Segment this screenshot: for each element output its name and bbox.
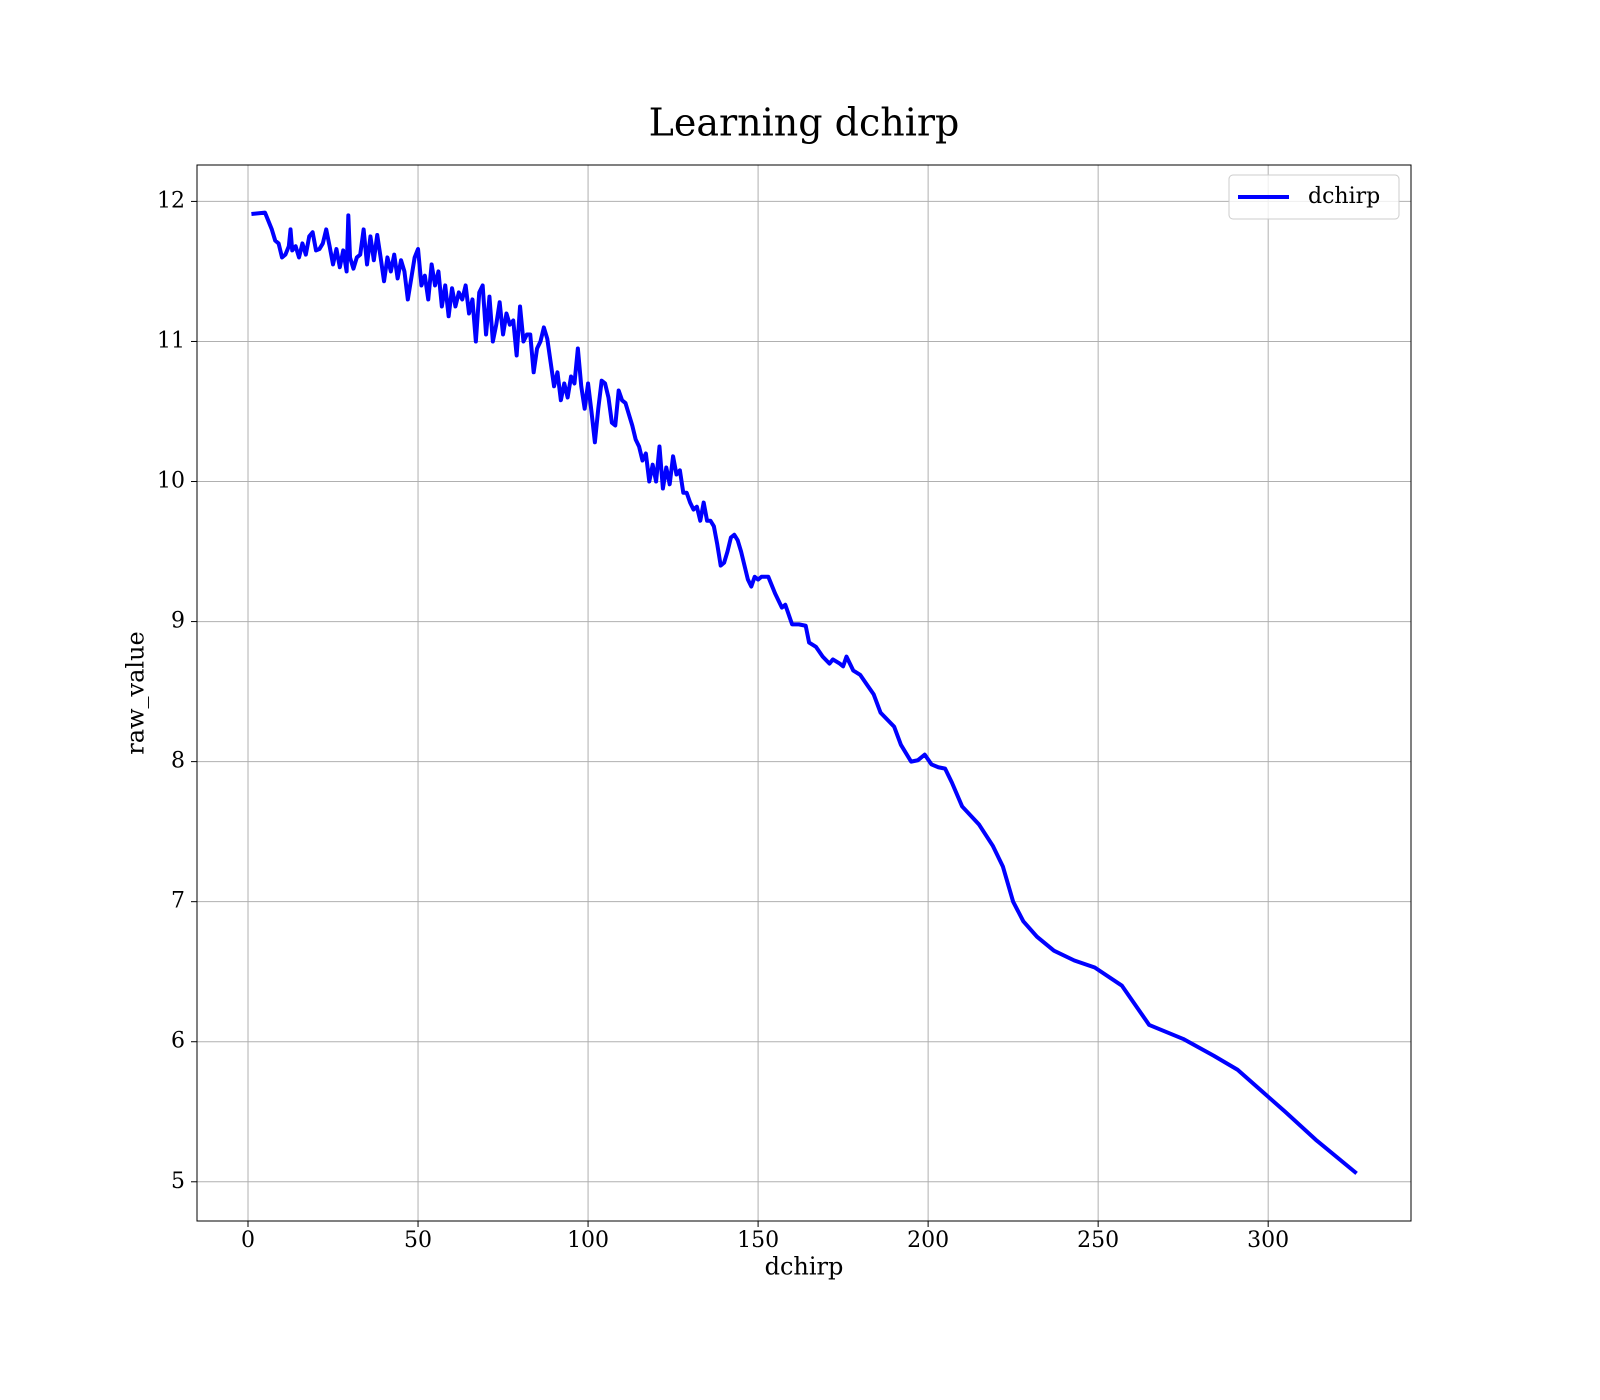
y-tick-label: 12	[157, 188, 185, 213]
y-tick-label: 8	[171, 749, 185, 774]
y-tick-label: 6	[171, 1029, 185, 1054]
y-tick-label: 11	[157, 328, 185, 353]
y-axis-label: raw_value	[122, 631, 150, 755]
x-tick-label: 150	[737, 1228, 779, 1253]
x-tick-label: 50	[404, 1228, 432, 1253]
legend-label: dchirp	[1308, 184, 1380, 209]
y-tick-label: 7	[171, 889, 185, 914]
x-tick-label: 300	[1247, 1228, 1289, 1253]
legend-box	[1228, 174, 1400, 220]
y-tick-label: 5	[171, 1169, 185, 1194]
y-tick-label: 9	[171, 609, 185, 634]
x-tick-label: 100	[567, 1228, 609, 1253]
plot-frame	[196, 164, 1412, 1222]
x-tick-label: 0	[241, 1228, 255, 1253]
x-tick-label: 200	[907, 1228, 949, 1253]
x-axis-label: dchirp	[765, 1253, 844, 1281]
chart-title: Learning dchirp	[649, 101, 960, 145]
data-line	[251, 210, 1358, 1175]
y-tick-label: 10	[157, 469, 185, 494]
x-tick-label: 250	[1077, 1228, 1119, 1253]
